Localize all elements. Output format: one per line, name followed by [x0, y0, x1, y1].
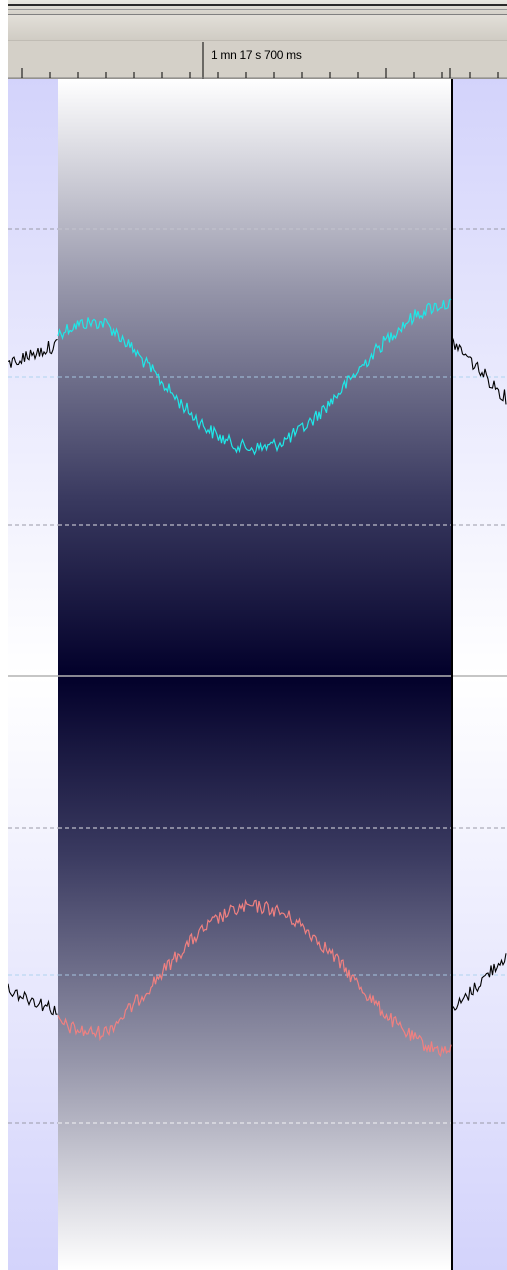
left-gutter — [0, 0, 8, 1270]
waveform-display[interactable] — [8, 79, 507, 1270]
channel-2-waveform-left — [8, 983, 58, 1016]
ruler-ticks — [8, 42, 507, 79]
ruler-header — [8, 15, 507, 41]
toolbar-strip — [8, 0, 507, 15]
channel-1-waveform-right — [451, 336, 507, 405]
unselected-region-right-bottom — [452, 676, 507, 1270]
unselected-region-left-bottom — [8, 676, 58, 1270]
channel-1-waveform — [57, 298, 452, 456]
channel-1-waveform-left — [8, 338, 58, 368]
cursor-time-label: 1 mn 17 s 700 ms — [211, 48, 302, 62]
channel-2-waveform-right — [451, 953, 507, 1011]
selection-region-bottom[interactable] — [58, 676, 452, 1270]
channel-2-waveform — [57, 898, 452, 1058]
